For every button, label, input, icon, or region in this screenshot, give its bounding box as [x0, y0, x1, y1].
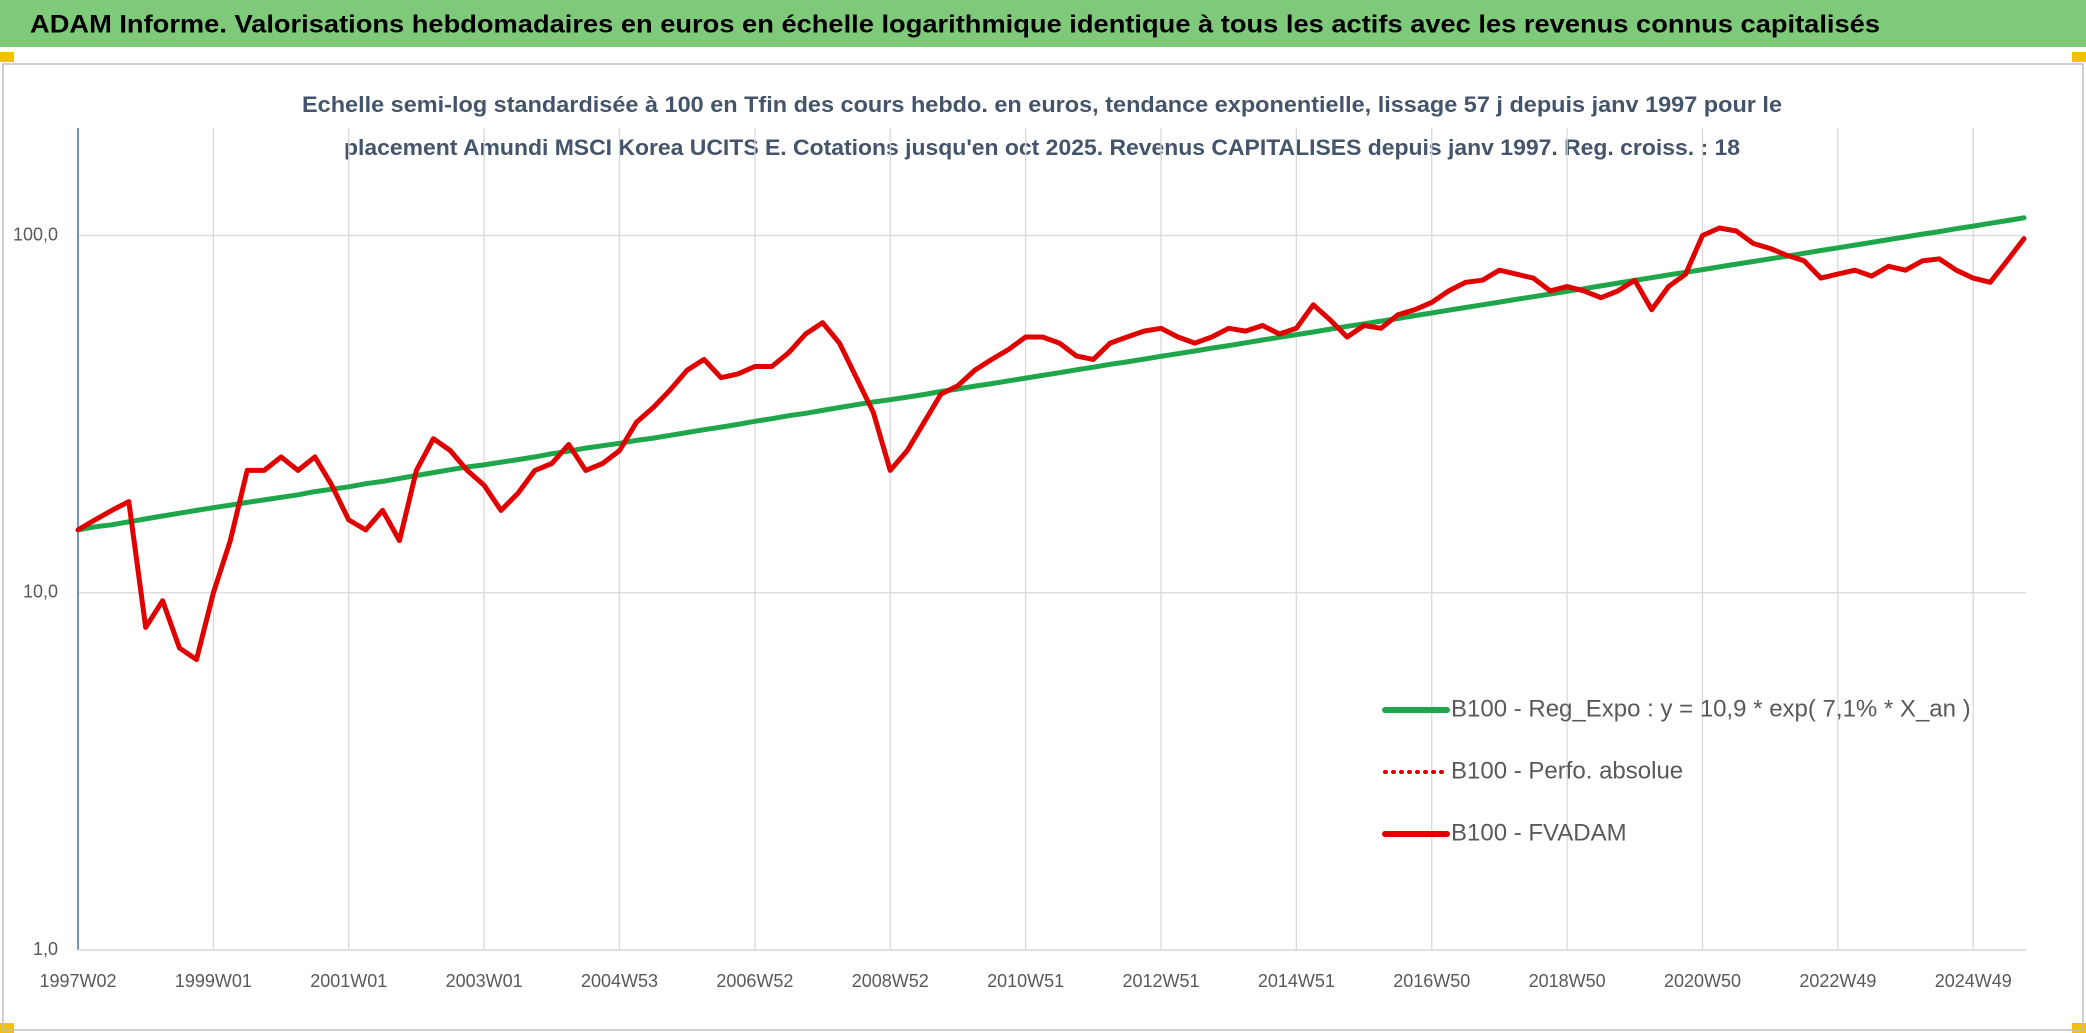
corner: [0, 1023, 14, 1033]
legend-label: B100 - Reg_Expo : y = 10,9 * exp( 7,1% *…: [1451, 695, 1971, 722]
corner: [0, 52, 14, 62]
x-tick-label: 2018W50: [1529, 971, 1606, 991]
corner: [2072, 1023, 2086, 1033]
x-tick-label: 2024W49: [1935, 971, 2012, 991]
x-tick-label: 2010W51: [987, 971, 1064, 991]
data-line: [75, 225, 2027, 663]
y-tick-label: 1,0: [33, 939, 58, 959]
x-tick-label: 1997W02: [39, 971, 116, 991]
x-tick-label: 2001W01: [310, 971, 387, 991]
x-tick-label: 2003W01: [446, 971, 523, 991]
y-tick-label: 10,0: [23, 582, 58, 602]
chart-subtitle: Echelle semi-log standardisée à 100 en T…: [302, 92, 1782, 117]
header-bar: [0, 0, 2086, 47]
header-title: ADAM Informe. Valorisations hebdomadaire…: [30, 11, 1880, 39]
legend-label: B100 - FVADAM: [1451, 819, 1627, 846]
x-tick-label: 2004W53: [581, 971, 658, 991]
x-tick-label: 2006W52: [716, 971, 793, 991]
x-tick-label: 2012W51: [1122, 971, 1199, 991]
y-tick-label: 100,0: [13, 224, 58, 244]
x-tick-label: 2014W51: [1258, 971, 1335, 991]
corner: [2072, 52, 2086, 62]
x-tick-label: 2016W50: [1393, 971, 1470, 991]
legend-label: B100 - Perfo. absolue: [1451, 757, 1683, 784]
x-tick-label: 1999W01: [175, 971, 252, 991]
chart-subtitle: placement Amundi MSCI Korea UCITS E. Cot…: [344, 135, 1740, 160]
data-line: [75, 215, 2027, 533]
x-tick-label: 2022W49: [1799, 971, 1876, 991]
x-tick-label: 2008W52: [852, 971, 929, 991]
chart-frame: [2, 63, 2084, 1031]
x-tick-label: 2020W50: [1664, 971, 1741, 991]
